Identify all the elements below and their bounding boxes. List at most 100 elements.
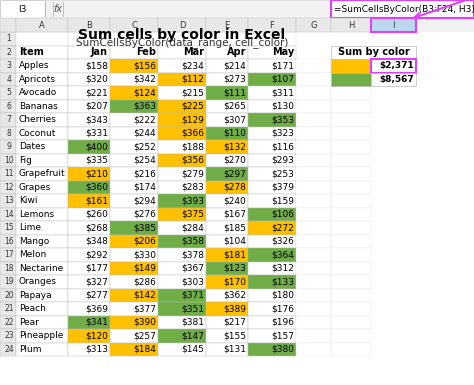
- Bar: [0, 302, 16, 315]
- Bar: [158, 343, 206, 356]
- Text: $381: $381: [181, 318, 204, 327]
- Text: $257: $257: [133, 331, 156, 340]
- Bar: [68, 99, 110, 113]
- Bar: [0, 154, 16, 167]
- Bar: [206, 302, 248, 315]
- Bar: [0, 45, 16, 59]
- Text: Papaya: Papaya: [19, 291, 52, 300]
- Bar: [158, 234, 206, 248]
- Bar: [68, 221, 110, 234]
- Bar: [371, 59, 416, 72]
- Bar: [110, 32, 158, 45]
- Text: $260: $260: [85, 210, 108, 219]
- Bar: [206, 221, 248, 234]
- Bar: [296, 86, 331, 99]
- Text: $331: $331: [85, 129, 108, 138]
- Bar: [296, 18, 331, 32]
- Bar: [206, 18, 248, 32]
- Text: 23: 23: [4, 331, 14, 340]
- Bar: [371, 18, 416, 32]
- Text: $158: $158: [85, 61, 108, 70]
- Bar: [110, 194, 158, 208]
- Bar: [331, 0, 474, 18]
- Text: $335: $335: [85, 156, 108, 165]
- Text: $234: $234: [181, 61, 204, 70]
- Bar: [331, 261, 371, 275]
- Text: $378: $378: [181, 250, 204, 259]
- Bar: [296, 288, 331, 302]
- Text: Oranges: Oranges: [19, 277, 57, 286]
- Text: B: B: [86, 20, 92, 30]
- Bar: [0, 32, 16, 45]
- Bar: [331, 72, 371, 86]
- Bar: [16, 261, 68, 275]
- Text: $240: $240: [223, 196, 246, 205]
- Bar: [158, 275, 206, 288]
- Bar: [0, 99, 16, 113]
- Bar: [331, 86, 371, 99]
- Text: $362: $362: [223, 291, 246, 300]
- Bar: [0, 86, 16, 99]
- Text: Apricots: Apricots: [19, 75, 56, 84]
- Bar: [68, 32, 110, 45]
- Bar: [296, 248, 331, 261]
- Text: $294: $294: [133, 196, 156, 205]
- Bar: [16, 302, 68, 315]
- Text: I3: I3: [18, 5, 27, 13]
- Text: $272: $272: [271, 223, 294, 232]
- Text: SumCellsByColor(data_range, cell_color): SumCellsByColor(data_range, cell_color): [76, 37, 288, 48]
- Bar: [110, 208, 158, 221]
- Bar: [0, 59, 16, 72]
- Bar: [0, 18, 474, 32]
- Text: 20: 20: [4, 291, 14, 300]
- Bar: [331, 140, 371, 154]
- Text: 12: 12: [4, 183, 14, 192]
- Text: $145: $145: [181, 345, 204, 354]
- Text: $156: $156: [133, 61, 156, 70]
- Bar: [68, 288, 110, 302]
- Bar: [296, 127, 331, 140]
- Bar: [68, 208, 110, 221]
- Bar: [158, 99, 206, 113]
- Text: fx: fx: [54, 4, 63, 14]
- Text: $283: $283: [181, 183, 204, 192]
- Text: A: A: [39, 20, 45, 30]
- Bar: [16, 167, 68, 181]
- Text: $210: $210: [85, 169, 108, 178]
- Text: $244: $244: [133, 129, 156, 138]
- Text: Avocado: Avocado: [19, 88, 57, 97]
- Bar: [248, 18, 296, 32]
- Bar: [296, 154, 331, 167]
- Text: G: G: [310, 20, 317, 30]
- Bar: [110, 181, 158, 194]
- Text: $353: $353: [271, 115, 294, 124]
- Bar: [248, 127, 296, 140]
- Bar: [158, 221, 206, 234]
- Text: $356: $356: [181, 156, 204, 165]
- Bar: [248, 248, 296, 261]
- Bar: [296, 140, 331, 154]
- Text: $393: $393: [181, 196, 204, 205]
- Bar: [16, 99, 68, 113]
- Text: 18: 18: [4, 264, 14, 273]
- Text: $124: $124: [133, 88, 156, 97]
- Text: 9: 9: [7, 142, 11, 151]
- Text: $293: $293: [271, 156, 294, 165]
- Bar: [16, 127, 68, 140]
- Bar: [110, 261, 158, 275]
- Bar: [206, 275, 248, 288]
- Bar: [110, 329, 158, 343]
- Text: $185: $185: [223, 223, 246, 232]
- Bar: [296, 343, 331, 356]
- Text: $217: $217: [223, 318, 246, 327]
- Bar: [158, 288, 206, 302]
- Bar: [248, 302, 296, 315]
- Text: $273: $273: [223, 75, 246, 84]
- Bar: [68, 181, 110, 194]
- Text: $180: $180: [271, 291, 294, 300]
- Text: $216: $216: [133, 169, 156, 178]
- Text: $174: $174: [133, 183, 156, 192]
- Bar: [16, 181, 68, 194]
- Text: 5: 5: [7, 88, 11, 97]
- Bar: [206, 72, 248, 86]
